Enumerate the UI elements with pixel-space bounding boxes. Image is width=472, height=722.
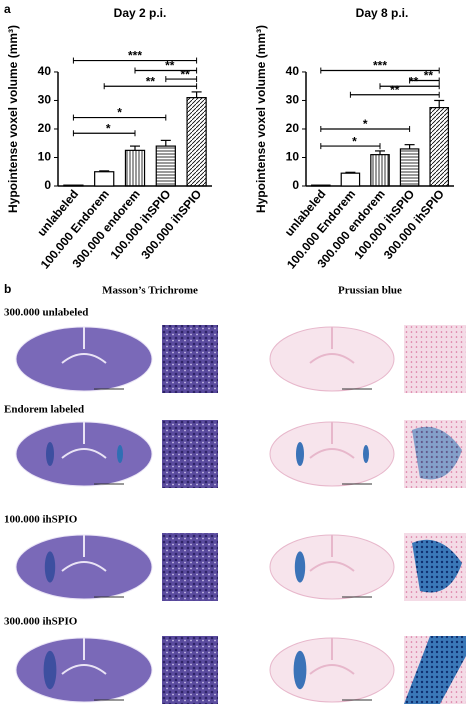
- brain-fissure: [61, 535, 107, 572]
- error-bar: [345, 171, 356, 174]
- prussian-blue-stain: [404, 636, 466, 704]
- significance-label: *: [363, 117, 368, 131]
- bar: [186, 97, 207, 187]
- chart-title: Day 2 p.i.: [114, 6, 167, 20]
- brain-fissure: [309, 422, 355, 459]
- y-axis-label: Hypointense voxel volume (mm³): [254, 25, 268, 213]
- trichrome-detail: [162, 325, 218, 393]
- significance-label: **: [146, 74, 156, 88]
- significance-label: **: [424, 69, 434, 83]
- y-tick-label: 40: [38, 64, 52, 78]
- y-tick-label: 40: [286, 64, 300, 78]
- error-bar: [160, 139, 171, 147]
- column-title: Prussian blue: [338, 285, 402, 297]
- y-tick-label: 0: [292, 178, 299, 192]
- bar: [399, 148, 420, 187]
- panel-label: a: [4, 2, 11, 16]
- significance-label: ***: [128, 49, 142, 63]
- y-tick-label: 20: [286, 121, 300, 135]
- significance-label: **: [165, 59, 175, 73]
- error-bar: [434, 99, 445, 108]
- iron-deposit: [363, 445, 369, 463]
- brain-fissure: [309, 327, 355, 364]
- row-label: 300.000 ihSPIO: [4, 616, 78, 628]
- prussian-blue-stain: [412, 539, 462, 593]
- significance-label: *: [352, 134, 357, 148]
- iron-deposit: [296, 442, 304, 466]
- trichrome-detail: [162, 533, 218, 601]
- iron-deposit: [44, 551, 56, 583]
- bar: [311, 184, 331, 187]
- panel-label: b: [4, 282, 11, 296]
- bar: [124, 149, 146, 187]
- brain-fissure: [309, 638, 355, 675]
- bar: [63, 184, 84, 187]
- bar: [429, 106, 449, 187]
- iron-deposit: [43, 650, 57, 690]
- brain-fissure: [61, 327, 107, 364]
- iron-deposit: [293, 650, 307, 690]
- y-tick-label: 10: [286, 150, 300, 164]
- error-bar: [191, 91, 202, 98]
- y-tick-label: 30: [38, 93, 52, 107]
- bar: [155, 145, 176, 187]
- y-tick-label: 0: [44, 178, 51, 192]
- histology-images: 300.000 unlabeled Endorem labeled 100.000 …: [4, 307, 466, 704]
- iron-deposit: [294, 551, 306, 583]
- trichrome-detail: [162, 636, 218, 704]
- error-bar: [99, 170, 110, 172]
- significance-label: *: [117, 106, 122, 120]
- error-bar: [404, 144, 415, 149]
- row-label: 100.000 ihSPIO: [4, 514, 78, 526]
- iron-deposit: [117, 445, 123, 463]
- bar: [370, 154, 390, 187]
- brain-fissure: [61, 422, 107, 459]
- chart-title: Day 8 p.i.: [356, 6, 409, 20]
- significance-label: *: [106, 121, 111, 135]
- significance-label: ***: [373, 59, 387, 73]
- brain-fissure: [309, 535, 355, 572]
- bar: [340, 172, 361, 187]
- prussian-detail: [404, 325, 466, 393]
- y-tick-label: 10: [38, 150, 52, 164]
- row-label: Endorem labeled: [4, 404, 84, 416]
- iron-deposit: [46, 442, 54, 466]
- significance-label: **: [409, 74, 419, 88]
- significance-label: **: [181, 67, 191, 81]
- trichrome-detail: [162, 420, 218, 488]
- significance-label: **: [390, 83, 400, 97]
- row-label: 300.000 unlabeled: [4, 307, 88, 319]
- error-bar: [375, 150, 385, 155]
- y-axis-label: Hypointense voxel volume (mm³): [6, 25, 20, 213]
- prussian-blue-stain: [412, 426, 462, 480]
- column-title: Masson’s Trichrome: [102, 285, 198, 297]
- bar: [94, 171, 115, 187]
- brain-fissure: [61, 638, 107, 675]
- y-tick-label: 20: [38, 121, 52, 135]
- y-tick-label: 30: [286, 93, 300, 107]
- error-bar: [130, 145, 140, 151]
